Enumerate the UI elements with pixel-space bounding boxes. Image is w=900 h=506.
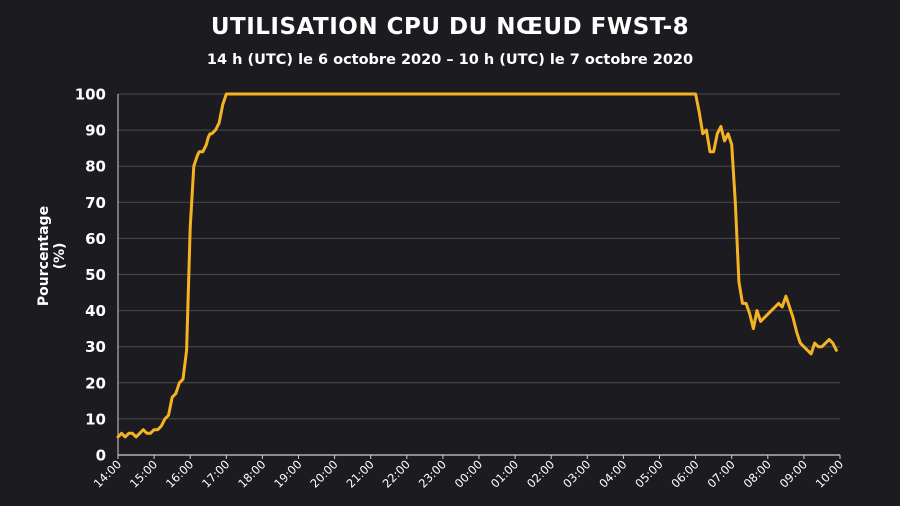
chart-title: UTILISATION CPU DU NŒUD FWST-8 bbox=[210, 14, 690, 40]
x-tick-label: 06:00 bbox=[668, 457, 701, 490]
x-tick-label: 07:00 bbox=[704, 457, 737, 490]
y-tick-label: 60 bbox=[85, 230, 106, 248]
y-tick-label: 30 bbox=[85, 338, 106, 356]
cpu-usage-line bbox=[116, 92, 838, 439]
x-tick-label: 20:00 bbox=[307, 457, 340, 490]
x-tick-label: 01:00 bbox=[488, 457, 521, 490]
y-tick-label: 0 bbox=[96, 447, 106, 465]
x-tick-label: 10:00 bbox=[813, 457, 846, 490]
chart-subtitle: 14 h (UTC) le 6 octobre 2020 – 10 h (UTC… bbox=[206, 52, 694, 68]
y-tick-label: 40 bbox=[85, 302, 106, 320]
x-tick-label: 15:00 bbox=[127, 457, 160, 490]
y-tick-label: 90 bbox=[85, 122, 106, 140]
x-tick-label: 02:00 bbox=[524, 457, 557, 490]
x-tick-label: 09:00 bbox=[777, 457, 810, 490]
y-tick-label: 80 bbox=[85, 158, 106, 176]
y-tick-label: 100 bbox=[75, 86, 106, 104]
x-tick-label: 03:00 bbox=[560, 457, 593, 490]
x-tick-label: 17:00 bbox=[199, 457, 232, 490]
x-tick-label: 04:00 bbox=[596, 457, 629, 490]
x-tick-label: 05:00 bbox=[632, 457, 665, 490]
y-tick-label: 70 bbox=[85, 194, 106, 212]
x-tick-label: 00:00 bbox=[452, 457, 485, 490]
x-tick-label: 22:00 bbox=[380, 457, 413, 490]
y-tick-label: 50 bbox=[85, 266, 106, 284]
x-tick-label: 08:00 bbox=[741, 457, 774, 490]
y-tick-label: 20 bbox=[85, 374, 106, 392]
x-tick-label: 18:00 bbox=[235, 457, 268, 490]
x-tick-label: 16:00 bbox=[163, 457, 196, 490]
y-tick-label: 10 bbox=[85, 410, 106, 428]
x-tick-label: 19:00 bbox=[271, 457, 304, 490]
x-tick-label: 21:00 bbox=[343, 457, 376, 490]
x-tick-label: 23:00 bbox=[416, 457, 449, 490]
